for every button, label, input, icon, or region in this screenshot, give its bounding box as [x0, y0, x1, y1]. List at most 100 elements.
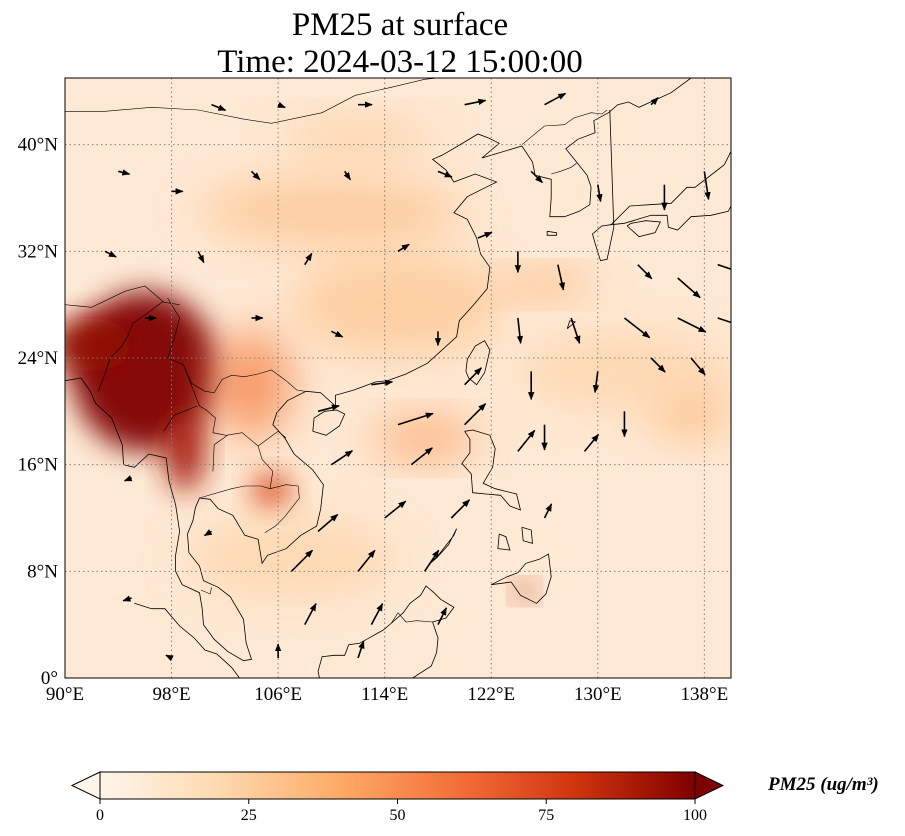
wind-arrow: [677, 317, 707, 333]
wind-arrow: [557, 264, 566, 291]
country-border: [199, 485, 271, 499]
wind-arrow: [330, 450, 354, 466]
wind-arrow: [122, 595, 132, 602]
colorbar-tick-label: 25: [241, 807, 257, 824]
title-line-2: Time: 2024-03-12 15:00:00: [217, 44, 583, 80]
wind-arrow: [104, 250, 117, 258]
coastline: [592, 109, 731, 262]
colorbar-gradient: [100, 772, 695, 799]
pm25-hotspot: [65, 318, 132, 372]
wind-arrow: [357, 549, 376, 572]
country-border: [65, 285, 164, 308]
latitude-tick-label: 32°N: [18, 241, 59, 262]
longitude-tick-label: 138°E: [681, 684, 729, 705]
wind-arrow: [623, 317, 651, 339]
colorbar-label: PM25 (ug/m³): [768, 774, 879, 795]
longitude-tick-label: 106°E: [254, 684, 302, 705]
country-border: [163, 405, 198, 432]
country-border: [551, 163, 577, 175]
wind-arrow: [477, 231, 493, 239]
wind-arrow: [250, 170, 261, 181]
wind-arrow: [118, 169, 131, 176]
wind-arrow: [650, 97, 659, 106]
pm25-hotspot: [278, 118, 438, 158]
wind-arrow: [357, 640, 365, 659]
wind-arrow: [397, 412, 434, 426]
wind-arrow: [397, 243, 410, 253]
wind-arrow: [304, 602, 317, 626]
wind-arrow: [123, 475, 133, 482]
wind-arrow: [437, 170, 453, 178]
wind-arrow: [717, 263, 731, 273]
map-plot-area: [65, 78, 731, 678]
wind-arrow: [370, 602, 384, 626]
longitude-tick-label: 114°E: [361, 684, 408, 705]
coastline: [610, 151, 731, 225]
wind-arrow: [423, 549, 440, 572]
wind-arrow: [570, 317, 581, 344]
country-border: [521, 109, 608, 145]
country-border: [212, 435, 228, 472]
country-border: [65, 78, 439, 124]
longitude-tick-label: 130°E: [574, 684, 622, 705]
wind-arrow: [197, 250, 205, 264]
pm25-hotspot: [491, 271, 598, 298]
map-frame: [64, 77, 732, 679]
longitude-tick-label: 98°E: [152, 684, 190, 705]
country-border: [167, 297, 305, 394]
wind-arrow: [517, 429, 536, 452]
wind-arrow: [677, 277, 701, 299]
wind-arrow: [317, 513, 339, 532]
latitude-tick-label: 0°: [41, 668, 58, 689]
colorbar: 0 25 50 75 100: [70, 771, 725, 824]
country-border: [257, 430, 287, 447]
pm25-hotspot: [371, 418, 478, 458]
wind-arrow: [592, 371, 600, 394]
country-border: [98, 301, 180, 392]
colorbar-tick-label: 0: [96, 807, 104, 824]
latitude-tick-label: 40°N: [18, 135, 59, 156]
wind-arrow: [596, 184, 603, 203]
pm25-hotspot: [198, 178, 465, 245]
wind-arrow: [410, 447, 433, 466]
wind-arrow: [211, 103, 227, 112]
latitude-tick-label: 8°N: [27, 561, 58, 582]
wind-arrow: [690, 357, 706, 376]
wind-arrow: [543, 503, 553, 519]
coastline: [497, 533, 511, 551]
wind-arrow: [516, 317, 524, 344]
colorbar-tick-label: 50: [390, 807, 406, 824]
wind-arrow: [650, 357, 666, 373]
pm25-hotspot: [164, 411, 205, 492]
colorbar-ticks: 0 25 50 75 100: [96, 799, 707, 824]
coastline: [546, 230, 557, 236]
wind-arrow: [544, 92, 567, 106]
wind-arrow: [277, 101, 286, 109]
wind-arrow: [437, 607, 448, 626]
colorbar-extend-max: [694, 771, 725, 800]
wind-arrow: [384, 500, 407, 519]
pm25-field-layer: [65, 118, 731, 600]
country-border: [200, 587, 212, 595]
pm25-hotspot: [184, 518, 398, 598]
wind-arrow: [583, 433, 600, 452]
wind-arrow: [290, 549, 314, 572]
coastline: [317, 585, 455, 678]
pm25-hotspot: [515, 583, 534, 600]
colorbar-tick-label: 100: [683, 807, 707, 824]
wind-arrow: [703, 171, 711, 201]
wind-vector-layer: [104, 92, 731, 662]
coastline: [312, 409, 346, 436]
pm25-hotspot: [517, 331, 731, 412]
wind-arrow: [637, 264, 653, 280]
pm25-hotspot: [211, 331, 292, 438]
pm25-hotspot: [251, 474, 292, 509]
wind-arrow: [717, 317, 731, 326]
coastline: [465, 340, 491, 386]
coastline: [626, 220, 662, 238]
longitude-tick-labels: 90°E 98°E 106°E 114°E 122°E 130°E 138°E: [46, 684, 728, 705]
wind-arrow: [450, 499, 471, 519]
colorbar-extend-min: [70, 771, 101, 800]
wind-arrow: [304, 252, 313, 266]
